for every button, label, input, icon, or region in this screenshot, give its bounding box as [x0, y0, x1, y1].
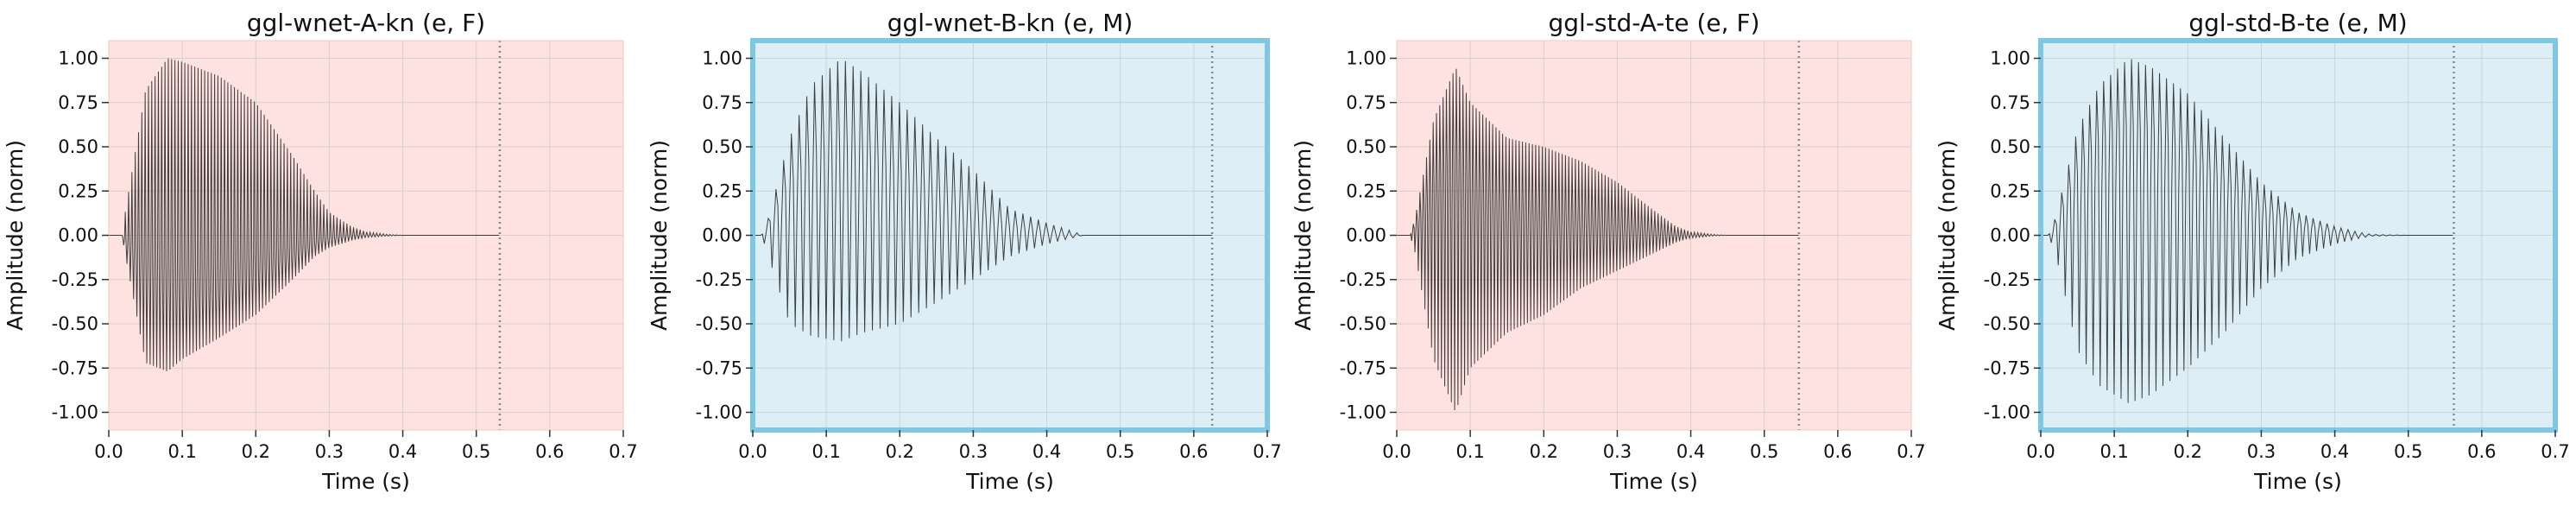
x-axis-label: Time (s)	[1609, 469, 1698, 494]
chart-panel-1: 0.0 0.1 0.2 0.3 0.4 0.5 0.6 0.7 1.00 0.75 0.50 0.25…	[3, 9, 638, 494]
x-tick-label: 0.1	[1455, 441, 1484, 462]
waveform-line	[1397, 68, 1799, 410]
x-tick-label: 0.3	[1603, 441, 1632, 462]
y-tick-label: 0.50	[1990, 136, 2030, 157]
y-tick-label: 1.00	[702, 48, 742, 69]
chart-title: ggl-wnet-A-kn (e, F)	[247, 9, 485, 37]
x-tick-label: 0.4	[1032, 441, 1061, 462]
chart-title: ggl-std-A-te (e, F)	[1549, 9, 1760, 37]
y-tick-label: -0.50	[52, 313, 98, 334]
y-tick-label: -0.75	[696, 357, 742, 378]
y-tick-label: -1.00	[52, 402, 98, 423]
y-tick-label: -0.75	[1984, 357, 2030, 378]
x-tick-label: 0.0	[94, 441, 123, 462]
x-tick-label: 0.4	[388, 441, 417, 462]
x-tick-label: 0.7	[1897, 441, 1925, 462]
y-axis-label: Amplitude (norm)	[647, 140, 672, 331]
y-tick-label: -0.25	[696, 269, 742, 290]
chart-panel-4: 0.0 0.1 0.2 0.3 0.4 0.5 0.6 0.7 1.00 0.75 0.50 0.25…	[1935, 9, 2570, 494]
y-tick-label: 0.00	[1990, 225, 2030, 246]
y-tick-label: -0.75	[52, 357, 98, 378]
x-tick-label: 0.3	[315, 441, 344, 462]
waveform-line	[753, 60, 1212, 342]
x-tick-label: 0.5	[462, 441, 490, 462]
x-tick-label: 0.1	[811, 441, 840, 462]
y-tick-label: -0.50	[1340, 313, 1386, 334]
y-tick-label: 0.25	[702, 180, 742, 201]
y-tick-label: 0.50	[58, 136, 98, 157]
y-tick-label: 0.75	[1346, 92, 1386, 113]
y-axis-label: Amplitude (norm)	[3, 140, 28, 331]
x-tick-label: 0.0	[738, 441, 767, 462]
y-tick-label: 0.75	[702, 92, 742, 113]
x-tick-label: 0.3	[2247, 441, 2276, 462]
chart-panel-3: 0.0 0.1 0.2 0.3 0.4 0.5 0.6 0.7 1.00 0.75 0.50 0.25…	[1291, 9, 1926, 494]
y-tick-label: 1.00	[58, 48, 98, 69]
chart-panel-2: 0.0 0.1 0.2 0.3 0.4 0.5 0.6 0.7 1.00 0.75 0.50 0.25…	[647, 9, 1282, 494]
x-tick-label: 0.1	[167, 441, 196, 462]
waveform-line	[109, 58, 500, 371]
x-tick-label: 0.2	[1530, 441, 1558, 462]
x-tick-label: 0.0	[1382, 441, 1411, 462]
y-tick-label: -0.50	[1984, 313, 2030, 334]
x-tick-label: 0.6	[535, 441, 564, 462]
x-tick-label: 0.3	[959, 441, 988, 462]
x-axis-label: Time (s)	[965, 469, 1054, 494]
x-tick-label: 0.7	[2541, 441, 2569, 462]
y-tick-label: -0.25	[1984, 269, 2030, 290]
y-tick-label: 0.00	[702, 225, 742, 246]
x-tick-label: 0.7	[609, 441, 637, 462]
y-tick-label: 1.00	[1346, 48, 1386, 69]
chart-title: ggl-std-B-te (e, M)	[2188, 9, 2407, 37]
y-tick-label: 0.75	[1990, 92, 2030, 113]
y-tick-label: 0.50	[1346, 136, 1386, 157]
y-tick-label: -0.25	[1340, 269, 1386, 290]
x-tick-label: 0.4	[2320, 441, 2349, 462]
y-tick-label: 0.25	[1990, 180, 2030, 201]
x-tick-label: 0.2	[886, 441, 914, 462]
y-tick-label: -1.00	[696, 402, 742, 423]
x-axis-label: Time (s)	[321, 469, 410, 494]
y-tick-label: 0.75	[58, 92, 98, 113]
y-tick-label: -0.25	[52, 269, 98, 290]
x-tick-label: 0.0	[2026, 441, 2055, 462]
y-tick-label: 0.25	[1346, 180, 1386, 201]
x-tick-label: 0.5	[1750, 441, 1778, 462]
waveform-line	[2041, 59, 2453, 403]
x-tick-label: 0.7	[1253, 441, 1281, 462]
x-tick-label: 0.4	[1676, 441, 1705, 462]
y-tick-label: -1.00	[1340, 402, 1386, 423]
y-tick-label: 0.50	[702, 136, 742, 157]
y-tick-label: 0.00	[58, 225, 98, 246]
x-tick-label: 0.6	[1823, 441, 1852, 462]
x-tick-label: 0.5	[1106, 441, 1134, 462]
x-tick-label: 0.1	[2099, 441, 2128, 462]
x-tick-label: 0.6	[1179, 441, 1208, 462]
x-tick-label: 0.5	[2394, 441, 2422, 462]
x-axis-label: Time (s)	[2253, 469, 2342, 494]
y-tick-label: 0.00	[1346, 225, 1386, 246]
y-axis-label: Amplitude (norm)	[1291, 140, 1316, 331]
y-axis-label: Amplitude (norm)	[1935, 140, 1960, 331]
y-tick-label: -1.00	[1984, 402, 2030, 423]
y-tick-label: 1.00	[1990, 48, 2030, 69]
y-tick-label: -0.50	[696, 313, 742, 334]
x-tick-label: 0.2	[2174, 441, 2202, 462]
chart-title: ggl-wnet-B-kn (e, M)	[887, 9, 1133, 37]
x-tick-label: 0.6	[2467, 441, 2496, 462]
y-tick-label: 0.25	[58, 180, 98, 201]
y-tick-label: -0.75	[1340, 357, 1386, 378]
x-tick-label: 0.2	[242, 441, 270, 462]
